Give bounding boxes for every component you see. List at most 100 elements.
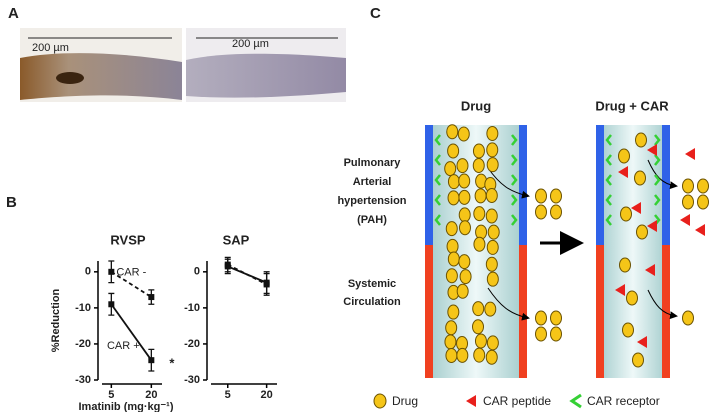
drug [447, 304, 460, 320]
car-receptor [434, 154, 441, 166]
drug [486, 239, 499, 255]
drug [486, 125, 499, 141]
drug [473, 206, 486, 222]
drug [456, 283, 469, 299]
drug [486, 142, 499, 158]
panel-label: A [8, 5, 19, 22]
data-point [108, 268, 115, 275]
drug [473, 347, 486, 363]
drug [474, 333, 487, 349]
drug [475, 224, 488, 240]
legend-swatch [466, 395, 476, 407]
wall [519, 245, 527, 378]
region-label: (PAH) [357, 214, 387, 226]
car-receptor [654, 174, 661, 186]
tissue [20, 53, 182, 100]
particles [434, 124, 709, 368]
car-peptide [645, 264, 655, 276]
car-receptor [434, 214, 441, 226]
diagram-title: Drug + CAR [595, 98, 669, 113]
drug [535, 204, 547, 220]
drug [447, 251, 460, 267]
drug [619, 257, 631, 273]
region-label: Pulmonary [344, 157, 402, 169]
arrow [647, 289, 678, 320]
data-point [263, 279, 270, 286]
drug [550, 204, 562, 220]
wall [662, 125, 670, 245]
drug [486, 157, 499, 173]
wall [425, 125, 433, 245]
tubes [425, 125, 678, 378]
drug [472, 301, 485, 317]
series-label: CAR - [116, 267, 146, 279]
drug [485, 349, 498, 365]
drug [620, 206, 632, 222]
drug [472, 319, 485, 335]
drug [458, 189, 471, 205]
drug [682, 194, 694, 210]
y-tick-label: 0 [85, 266, 91, 278]
data-point [148, 357, 155, 364]
drug [550, 326, 562, 342]
y-tick-label: -30 [184, 374, 200, 386]
drug [444, 161, 457, 177]
drug [447, 190, 460, 206]
drug [444, 334, 457, 350]
drug [458, 173, 471, 189]
drug [459, 269, 472, 285]
drug [445, 221, 458, 237]
x-axis-label: Imatinib (mg·kg⁻¹) [78, 401, 173, 412]
arrow [487, 167, 530, 199]
x-tick-label: 5 [108, 389, 114, 401]
drug [486, 271, 499, 287]
drug [535, 188, 547, 204]
drug [472, 143, 485, 159]
data-point [148, 294, 155, 301]
chart-title: SAP [223, 232, 250, 247]
x-tick-label: 20 [145, 389, 157, 401]
car-peptide [618, 166, 628, 178]
drug [473, 236, 486, 252]
drug [487, 224, 500, 240]
car-receptor [605, 154, 612, 166]
drug [484, 301, 497, 317]
car-receptor [434, 134, 441, 146]
drug [445, 347, 458, 363]
drug [446, 124, 459, 140]
drug [458, 254, 471, 270]
drug [535, 326, 547, 342]
car-peptide [680, 214, 690, 226]
car-peptide [615, 284, 625, 296]
wall [425, 245, 433, 378]
drug [697, 178, 709, 194]
tissue [186, 53, 346, 98]
y-tick-label: -20 [75, 338, 91, 350]
drug [626, 290, 638, 306]
x-tick-label: 5 [225, 389, 231, 401]
car-peptide [685, 148, 695, 160]
car-peptide [695, 224, 705, 236]
drug [485, 256, 498, 272]
diagram-title: Drug [461, 98, 491, 113]
car-receptor [434, 194, 441, 206]
legend-label: CAR receptor [587, 394, 660, 408]
x-tick-label: 20 [261, 389, 273, 401]
car-receptor [511, 174, 518, 186]
arrow [487, 287, 530, 321]
drug [634, 170, 646, 186]
region-label: Systemic [348, 278, 396, 290]
series-line [227, 265, 267, 284]
wall [662, 245, 670, 378]
car-receptor [511, 194, 518, 206]
car-receptor [654, 154, 661, 166]
car-peptide [647, 144, 657, 156]
drug [486, 335, 499, 351]
series-label: CAR + [107, 340, 140, 352]
car-receptor [511, 154, 518, 166]
series-line [110, 303, 153, 361]
car-peptide [631, 202, 641, 214]
drug [445, 320, 458, 336]
car-receptor [654, 194, 661, 206]
